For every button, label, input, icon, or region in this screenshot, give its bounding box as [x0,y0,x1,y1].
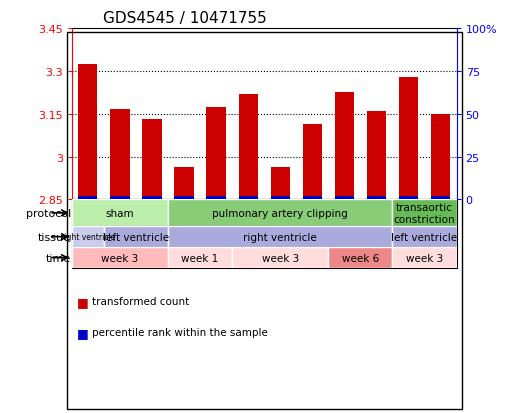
Text: ■: ■ [77,326,89,339]
Text: percentile rank within the sample: percentile rank within the sample [92,328,268,337]
Bar [78,64,97,200]
Text: pulmonary artery clipping: pulmonary artery clipping [212,208,348,218]
Bar [143,120,162,200]
Bar [392,227,457,247]
Text: transaortic
constriction: transaortic constriction [393,202,456,224]
Bar [110,110,129,200]
Bar [431,197,450,200]
Bar [328,247,392,268]
Bar [334,93,354,200]
Bar [168,200,392,227]
Bar [206,107,226,200]
Bar [78,197,97,200]
Text: right ventricle: right ventricle [61,233,115,242]
Bar [392,247,457,268]
Bar [174,197,194,200]
Bar [239,95,258,200]
Text: week 6: week 6 [342,253,379,263]
Text: week 3: week 3 [262,253,299,263]
Bar [431,114,450,200]
Text: protocol: protocol [26,208,71,218]
Text: left ventricle: left ventricle [103,232,169,242]
Bar [303,197,322,200]
Bar [206,197,226,200]
Text: right ventricle: right ventricle [243,232,317,242]
Bar [72,200,168,227]
Bar [399,77,418,200]
Bar [271,167,290,200]
Bar [303,124,322,200]
Bar [392,200,457,227]
Bar [334,197,354,200]
Text: GDS4545 / 10471755: GDS4545 / 10471755 [103,12,266,26]
Bar [110,197,129,200]
Bar [174,167,194,200]
Text: sham: sham [106,208,134,218]
Bar [168,247,232,268]
Bar [168,227,392,247]
Bar [271,197,290,200]
Bar [399,197,418,200]
Bar [72,227,104,247]
Text: week 1: week 1 [182,253,219,263]
Text: time: time [46,253,71,263]
Bar [143,197,162,200]
Bar [367,112,386,200]
Bar [232,247,328,268]
Text: left ventricle: left ventricle [391,232,458,242]
Text: week 3: week 3 [101,253,139,263]
Bar [104,227,168,247]
Text: transformed count: transformed count [92,297,190,306]
Text: ■: ■ [77,295,89,308]
Text: week 3: week 3 [406,253,443,263]
Bar [367,197,386,200]
Text: tissue: tissue [38,232,71,242]
Bar [239,197,258,200]
Bar [72,247,168,268]
